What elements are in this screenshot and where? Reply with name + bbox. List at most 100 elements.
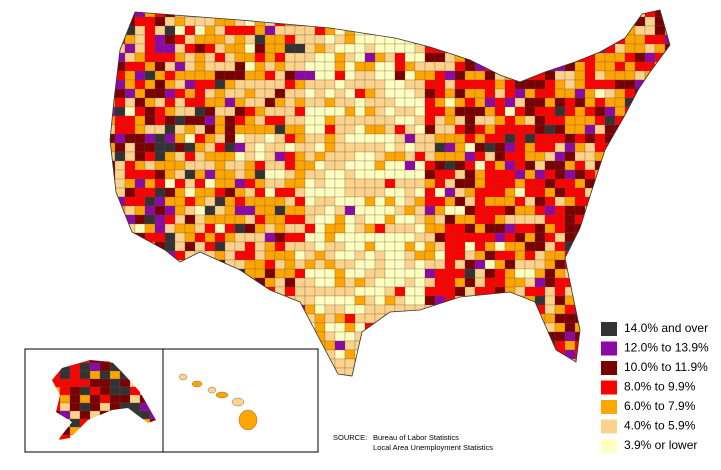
county [234,214,246,225]
county [314,196,326,207]
county [304,349,316,360]
county [354,97,366,108]
county [224,16,236,27]
county [144,16,156,27]
borough [89,418,101,428]
county [110,34,116,45]
county [494,232,506,243]
county [384,322,396,333]
borough [100,443,110,451]
county [214,43,226,54]
county [214,34,226,45]
county [474,187,486,198]
county [554,25,566,36]
county [134,205,146,216]
county [524,16,536,27]
county [304,142,316,153]
county [654,259,666,270]
county [164,124,176,135]
county [524,151,536,162]
county [234,286,246,297]
county [164,367,176,376]
county [154,295,166,306]
borough [109,386,121,396]
county [444,286,456,297]
county [434,286,446,297]
county [204,295,216,306]
county [254,250,266,261]
county [514,61,526,72]
county [654,223,666,234]
county [224,133,236,144]
county [484,340,496,351]
borough [149,426,156,436]
county [584,97,596,108]
county [114,232,126,243]
county [234,241,246,252]
county [284,367,296,376]
county [234,151,246,162]
borough [129,402,141,412]
county [634,151,646,162]
county [324,16,336,27]
county [604,25,616,36]
county [454,178,466,189]
county [134,124,146,135]
county [414,196,426,207]
county [424,349,436,360]
county [144,250,156,261]
county [534,79,546,90]
county [484,43,496,54]
county [654,115,666,126]
county [514,97,526,108]
county [524,250,536,261]
county [334,187,346,198]
county [474,124,486,135]
county [384,304,396,315]
county [114,277,126,288]
county [244,79,256,90]
county [224,214,236,225]
county [654,286,666,297]
county [424,358,436,369]
county [324,169,336,180]
county [594,268,606,279]
county [644,160,656,171]
county [174,97,186,108]
county [124,178,136,189]
county [414,178,426,189]
county [164,214,176,225]
borough [69,402,81,412]
county [354,313,366,324]
county [514,88,526,99]
county [274,133,286,144]
county [234,160,246,171]
borough [59,394,71,404]
county [434,97,446,108]
county [414,286,426,297]
county [584,214,596,225]
county [144,232,156,243]
borough [119,426,131,436]
county [524,169,536,180]
county [264,70,276,81]
county [164,268,176,279]
county [205,377,215,386]
county [364,277,376,288]
county [544,277,556,288]
county [534,268,546,279]
county [614,151,626,162]
county [664,151,670,162]
county [524,10,536,18]
county [414,34,426,45]
county [415,377,425,386]
county [444,133,456,144]
county [134,286,146,297]
county [584,34,596,45]
county [434,349,446,360]
county [314,160,326,171]
county [624,142,636,153]
county [514,349,526,360]
county [435,377,445,386]
county [594,133,606,144]
